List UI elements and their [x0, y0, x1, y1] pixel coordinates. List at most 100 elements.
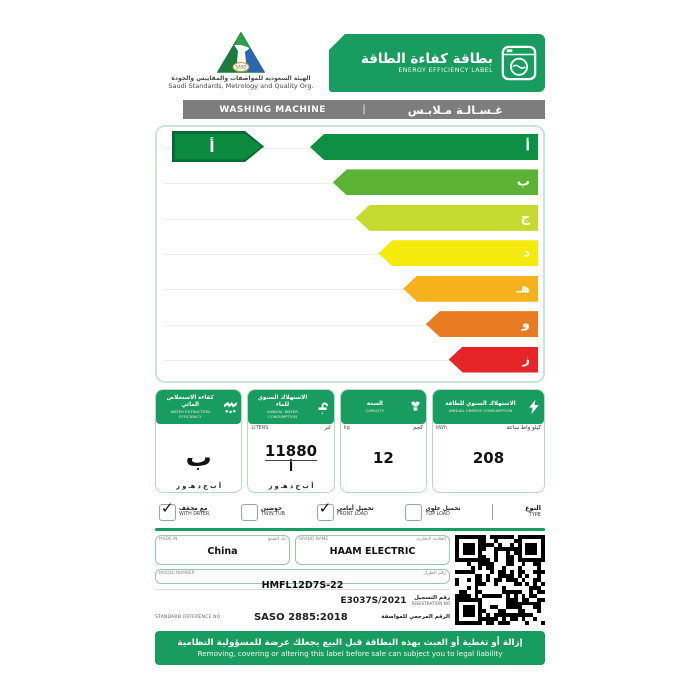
energy-consumption-value: 208 [472, 449, 505, 467]
svg-text:SASO: SASO [235, 65, 246, 70]
panel-title-english: ANNUAL WATER CONSUMPTION [267, 409, 298, 419]
check-icon: ✓ [161, 498, 174, 517]
unit-english: kWh [436, 425, 448, 431]
efficiency-letter: و [521, 316, 530, 332]
efficiency-row-a: أ أ [160, 130, 540, 165]
efficiency-row-e: هـ [160, 272, 540, 307]
water-class-value: أ [288, 460, 294, 474]
efficiency-letter: هـ [516, 281, 530, 297]
faucet-icon [318, 402, 328, 414]
panel-header: الاستهلاك السنوي للماء ANNUAL WATER CONS… [248, 390, 334, 424]
bottom-info-section: MADE IN بلد الصنع China BRAND NAME العلا… [155, 535, 545, 625]
machine-type-row: ✓ مع مجفف WITH DRYER ✓ حوضين TWIN TUB ✓ … [155, 499, 545, 525]
panel-title-arabic: كفاءة الاستخلاص المائي [166, 395, 214, 408]
capacity-value: 12 [372, 449, 394, 467]
efficiency-scale-chart: أ أ ب ج د هـ و [155, 125, 545, 383]
check-icon: ✓ [318, 498, 332, 517]
panel-title-english: ANNUAL ENERGY CONSUMPTION [448, 408, 513, 413]
registration-row: E3037S/2021 رقم التسجيل REGISTRATION NO [155, 589, 450, 609]
brand-value: HAAM ELECTRIC [329, 546, 416, 557]
efficiency-bar-g: ز [448, 346, 538, 373]
efficiency-bar-e: هـ [403, 275, 538, 302]
wrung-cloth-icon [224, 401, 238, 413]
warning-english: Removing, covering or altering this labe… [197, 649, 503, 658]
panel-header: كفاءة الاستخلاص المائي WATER EXTRACTION … [156, 390, 242, 424]
unit-arabic: كجم [413, 425, 424, 431]
efficiency-row-g: ز [160, 343, 540, 378]
option-label-english: TOP LOAD [425, 512, 450, 517]
panel-title-arabic: السعة [366, 401, 383, 407]
made-in-label-english: MADE IN [159, 537, 178, 542]
rating-pointer: أ [172, 131, 264, 162]
product-type-bar: WASHING MACHINE | غـسـالـة مـلابـس [183, 100, 545, 119]
metric-panels: كفاءة الاستخلاص المائي WATER EXTRACTION … [155, 389, 545, 493]
banner-text: بطاقة كفاءة الطاقة ENERGY EFFICIENCY LAB… [360, 51, 493, 75]
option-label-english: FRONT LOAD [336, 512, 368, 517]
type-option-twin-tub: ✓ حوضين TWIN TUB [241, 503, 285, 521]
efficiency-row-f: و [160, 307, 540, 342]
energy-consumption-panel: الاستهلاك السنوي للطاقة ANNUAL ENERGY CO… [432, 389, 545, 493]
energy-efficiency-label: SASO الهيئة السعودية للمواصفات والمقاييس… [155, 30, 545, 665]
brand-box: BRAND NAME العلامة التجارية HAAM ELECTRI… [295, 535, 450, 565]
qr-code [455, 535, 545, 625]
energy-label-banner: بطاقة كفاءة الطاقة ENERGY EFFICIENCY LAB… [329, 34, 545, 92]
unit-arabic: لتر [324, 425, 331, 431]
efficiency-row-d: د [160, 236, 540, 271]
banner-title-arabic: بطاقة كفاءة الطاقة [360, 51, 493, 67]
extraction-class-value: ب [185, 443, 212, 473]
efficiency-row-b: ب [160, 165, 540, 200]
registration-label-english: REGISTRATION NO [411, 600, 450, 606]
type-divider [492, 504, 494, 520]
standard-number: SASO 2885:2018 [253, 611, 348, 623]
legal-warning-footer: إزالة أو تغطية أو العبث بهذه البطاقة قبل… [155, 631, 545, 665]
water-consumption-value: 11880 [264, 442, 318, 461]
tshirt-icon: kg [411, 400, 420, 411]
top-load-checkbox: ✓ [405, 503, 423, 521]
label-header: SASO الهيئة السعودية للمواصفات والمقاييس… [155, 30, 545, 100]
panel-body: kWh كيلو واط ساعة 208 [433, 424, 544, 492]
type-option-top-load: ✓ تحميل علوي TOP LOAD [405, 503, 461, 521]
registration-number: E3037S/2021 [340, 595, 407, 606]
panel-body: ب أ ب ج د هـ و ز [156, 424, 241, 492]
twin-tub-checkbox: ✓ [241, 503, 258, 521]
capacity-panel: السعة CAPACITY kg kg كجم 12 [339, 389, 428, 493]
made-in-label-arabic: بلد الصنع [268, 537, 287, 542]
class-scale-sequence: أ ب ج د هـ و ز [268, 482, 314, 490]
panel-header: السعة CAPACITY kg [340, 390, 427, 424]
option-label-arabic: مع مجفف [179, 505, 208, 512]
efficiency-bar-f: و [425, 311, 538, 338]
model-box: MODEL NUMBER رقم الطراز HMFL12D7S-22 [155, 569, 450, 591]
front-load-checkbox: ✓ [316, 499, 334, 521]
option-label-arabic: تحميل علوي [425, 505, 461, 512]
efficiency-bar-b: ب [332, 169, 538, 196]
panel-title-arabic: الاستهلاك السنوي للطاقة [445, 401, 516, 407]
banner-title-english: ENERGY EFFICIENCY LABEL [398, 67, 493, 74]
type-label-english: TYPE [528, 512, 541, 518]
unit-english: kg [343, 425, 350, 431]
unit-arabic: كيلو واط ساعة [506, 425, 541, 431]
standard-row: STANDARD REFERENCE NO SASO 2885:2018 الر… [155, 609, 450, 625]
washing-machine-icon [501, 45, 537, 81]
type-label: النوع TYPE [525, 505, 541, 519]
made-in-box: MADE IN بلد الصنع China [155, 535, 291, 565]
type-option-front-load: ✓ تحميل أمامي FRONT LOAD [316, 499, 374, 521]
brand-label-english: BRAND NAME [299, 537, 329, 542]
option-label-english: WITH DRYER [179, 512, 210, 517]
class-scale-sequence: أ ب ج د هـ و ز [176, 482, 222, 490]
efficiency-letter: ب [516, 174, 530, 190]
efficiency-bar-c: ج [355, 204, 538, 231]
model-label-arabic: رقم الطراز [423, 571, 446, 576]
efficiency-letter: أ [525, 139, 530, 155]
model-label-english: MODEL NUMBER [159, 571, 195, 576]
standard-label-english: STANDARD REFERENCE NO [155, 614, 221, 620]
water-consumption-panel: الاستهلاك السنوي للماء ANNUAL WATER CONS… [247, 389, 335, 493]
efficiency-letter: د [523, 245, 530, 261]
type-label-arabic: النوع [525, 504, 541, 512]
with-dryer-checkbox: ✓ [159, 499, 176, 521]
registration-label-arabic: رقم التسجيل [414, 594, 450, 601]
efficiency-row-c: ج [160, 201, 540, 236]
green-divider [155, 528, 545, 531]
water-extraction-panel: كفاءة الاستخلاص المائي WATER EXTRACTION … [155, 389, 243, 493]
option-label-english: TWIN TUB [261, 512, 285, 517]
efficiency-bar-a: أ [310, 134, 538, 160]
